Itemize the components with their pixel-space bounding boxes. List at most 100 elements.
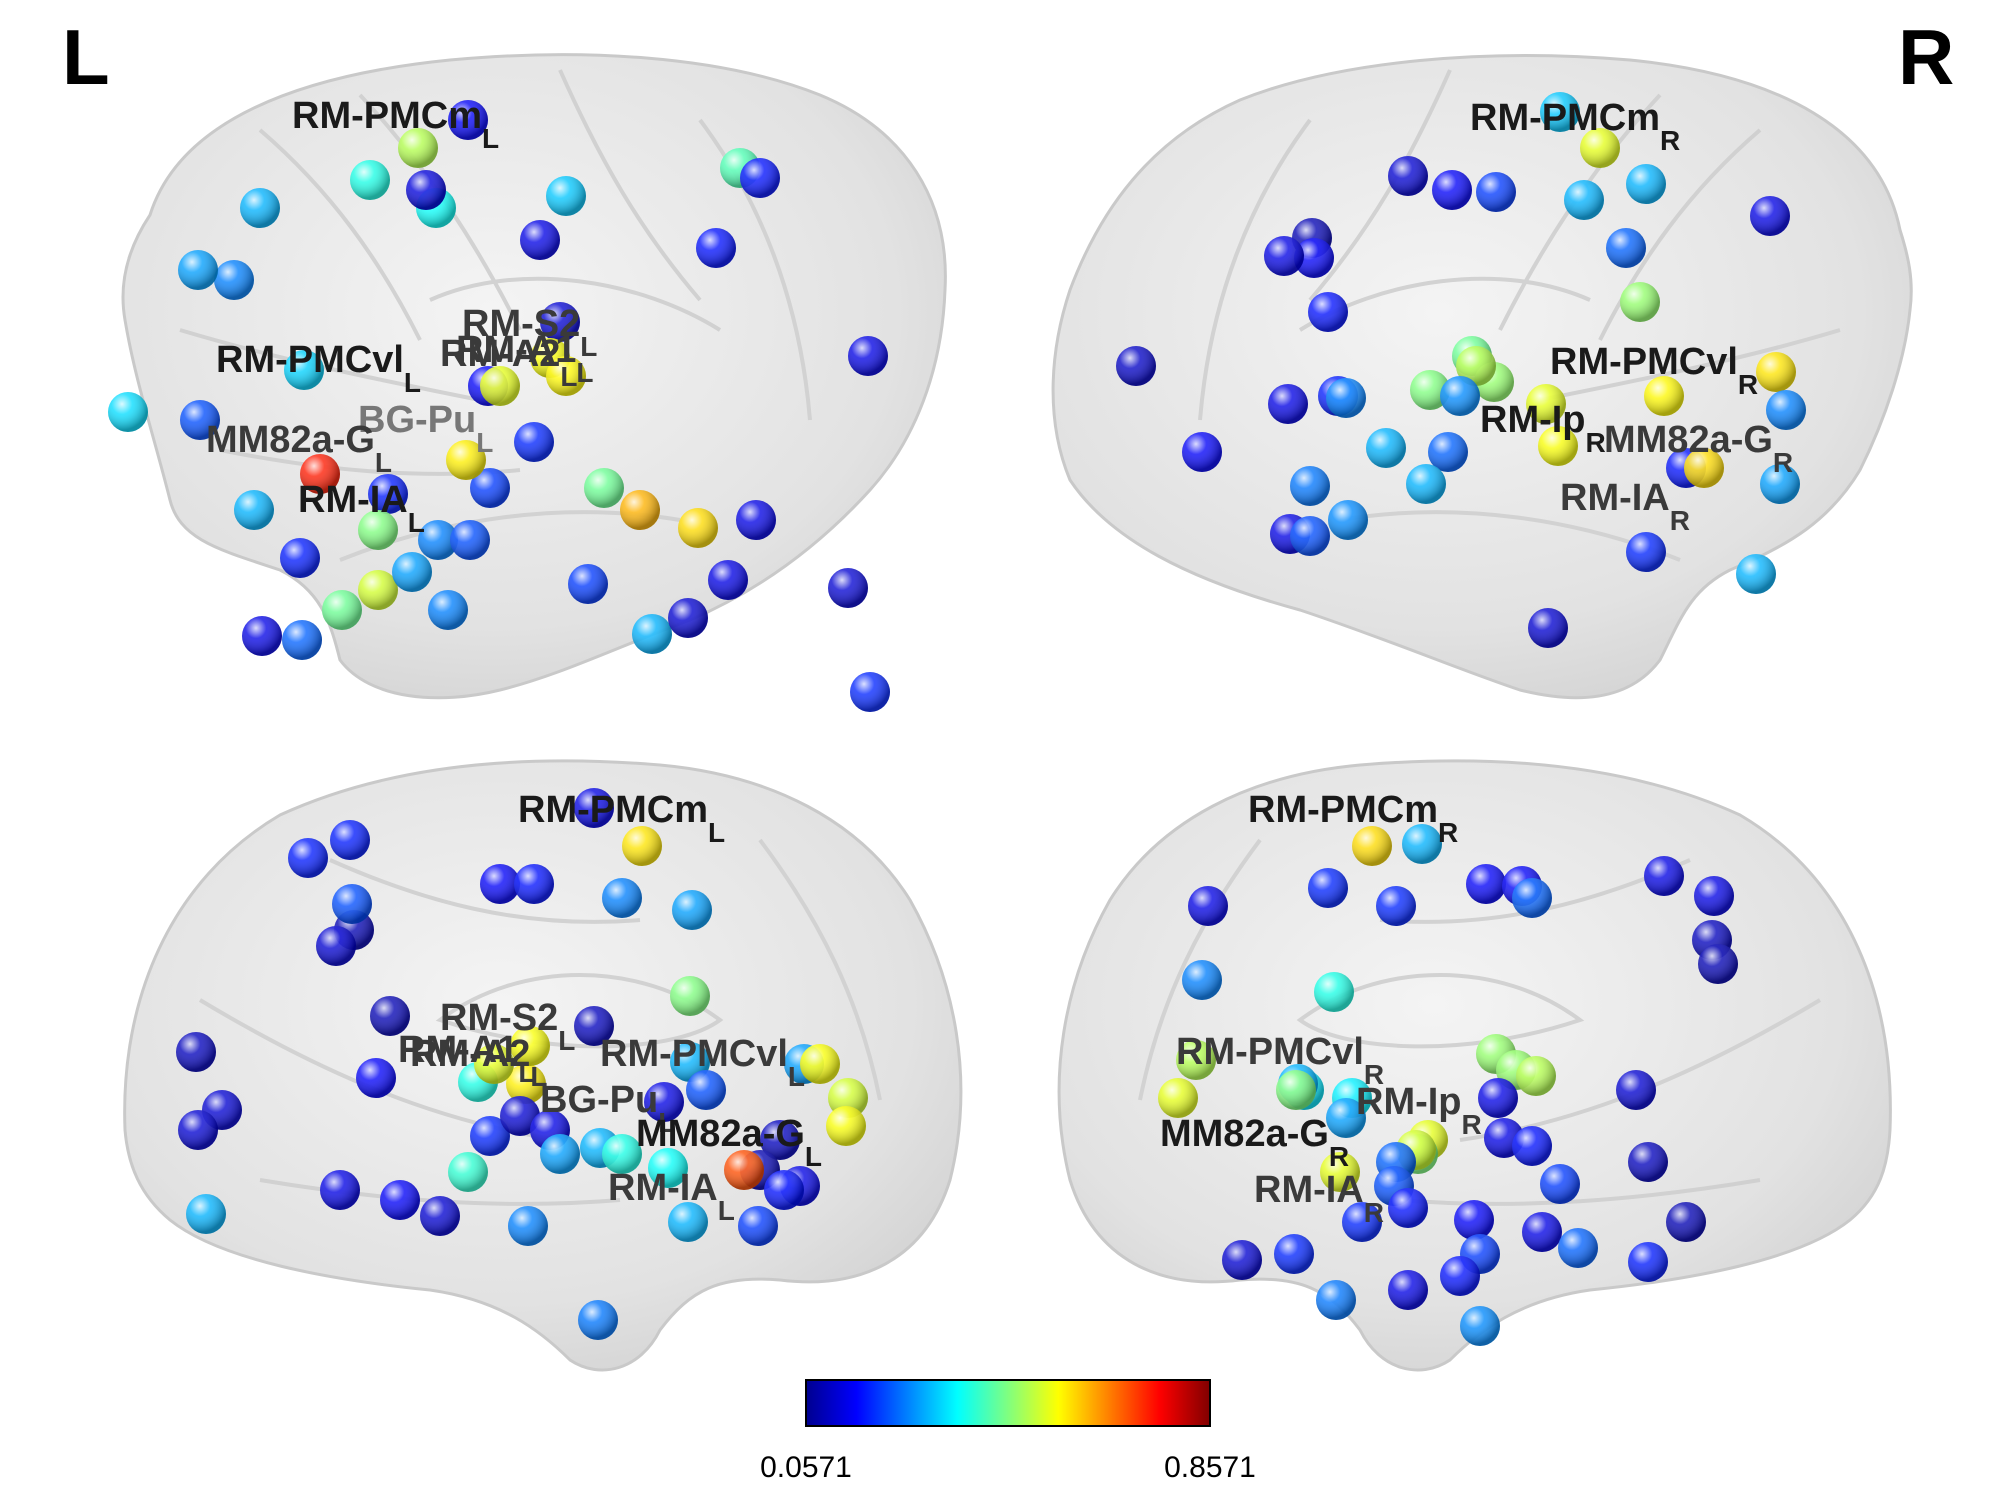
node-sphere — [1766, 390, 1806, 430]
node-sphere — [1750, 196, 1790, 236]
region-label: RM-A2L — [440, 333, 577, 392]
node-sphere — [738, 1206, 778, 1246]
node-sphere — [1512, 878, 1552, 918]
node-sphere — [1388, 1188, 1428, 1228]
node-sphere — [474, 1044, 514, 1084]
node-sphere — [420, 1196, 460, 1236]
node-sphere — [1116, 346, 1156, 386]
node-sphere — [450, 520, 490, 560]
node-sphere — [850, 672, 890, 712]
node-sphere — [508, 1206, 548, 1246]
node-sphere — [398, 128, 438, 168]
node-sphere — [1466, 864, 1506, 904]
node-sphere — [602, 878, 642, 918]
node-sphere — [448, 100, 488, 140]
node-sphere — [1620, 282, 1660, 322]
node-layer — [1116, 92, 1806, 648]
node-sphere — [288, 838, 328, 878]
node-sphere — [574, 1006, 614, 1046]
region-label: MM82a-GR — [1160, 1113, 1349, 1172]
region-label: RM-A1L — [456, 329, 593, 388]
node-sphere — [1432, 170, 1472, 210]
node-sphere — [500, 1096, 540, 1136]
node-sphere — [708, 560, 748, 600]
node-sphere — [1342, 1202, 1382, 1242]
region-label: RM-IAR — [1560, 477, 1690, 536]
region-label: BG-PuL — [358, 399, 493, 458]
node-sphere — [1326, 1098, 1366, 1138]
region-label: MM82a-GL — [636, 1113, 822, 1172]
node-sphere — [1476, 172, 1516, 212]
node-sphere — [622, 826, 662, 866]
node-sphere — [1440, 376, 1480, 416]
node-layer — [108, 100, 890, 820]
node-sphere — [1264, 236, 1304, 276]
node-sphere — [1760, 464, 1800, 504]
node-sphere — [1320, 1152, 1360, 1192]
region-label: RM-PMCvlL — [600, 1033, 805, 1092]
node-sphere — [1698, 944, 1738, 984]
node-sphere — [234, 490, 274, 530]
node-sphere — [546, 176, 586, 216]
node-sphere — [848, 336, 888, 376]
node-sphere — [828, 568, 868, 608]
region-label: RM-PMCmR — [1248, 789, 1458, 848]
node-sphere — [1526, 384, 1566, 424]
node-sphere — [1352, 826, 1392, 866]
node-sphere — [1564, 180, 1604, 220]
region-label: MM82a-GR — [1604, 419, 1793, 478]
node-sphere — [540, 1134, 580, 1174]
node-sphere — [620, 490, 660, 530]
node-sphere — [418, 520, 458, 560]
node-sphere — [240, 188, 280, 228]
node-sphere — [1388, 156, 1428, 196]
right-hemisphere-label: R — [1898, 13, 1954, 101]
node-sphere — [1314, 972, 1354, 1012]
region-label: RM-A1L — [398, 1029, 535, 1088]
node-sphere — [648, 1148, 688, 1188]
region-label: RM-PMCmL — [518, 789, 725, 848]
node-sphere — [368, 474, 408, 514]
region-label: MM82a-GL — [206, 419, 392, 478]
node-sphere — [1666, 1202, 1706, 1242]
region-label: RM-PMCvlR — [1176, 1031, 1384, 1090]
node-sphere — [510, 1026, 550, 1066]
node-sphere — [1516, 1056, 1556, 1096]
node-sphere — [506, 1064, 546, 1104]
node-sphere — [1626, 164, 1666, 204]
node-sphere — [392, 552, 432, 592]
node-sphere — [1274, 1234, 1314, 1274]
node-sphere — [1736, 554, 1776, 594]
node-sphere — [546, 356, 586, 396]
node-sphere — [446, 440, 486, 480]
node-layer — [1158, 824, 1738, 1346]
node-sphere — [1626, 532, 1666, 572]
node-sphere — [1326, 378, 1366, 418]
node-sphere — [282, 620, 322, 660]
node-sphere — [668, 1202, 708, 1242]
node-sphere — [574, 788, 614, 828]
node-sphere — [578, 1300, 618, 1340]
node-sphere — [632, 614, 672, 654]
node-sphere — [284, 350, 324, 390]
node-sphere — [672, 890, 712, 930]
node-sphere — [668, 598, 708, 638]
node-sphere — [1158, 1078, 1198, 1118]
node-sphere — [186, 1194, 226, 1234]
node-sphere — [1512, 1126, 1552, 1166]
node-sphere — [1402, 824, 1442, 864]
node-sphere — [1406, 464, 1446, 504]
node-sphere — [514, 422, 554, 462]
node-sphere — [1454, 1200, 1494, 1240]
node-sphere — [1456, 346, 1496, 386]
node-sphere — [736, 500, 776, 540]
node-sphere — [380, 1180, 420, 1220]
node-sphere — [406, 170, 446, 210]
colorbar: 0.0571 0.8571 — [760, 1379, 1256, 1484]
node-sphere — [370, 996, 410, 1036]
